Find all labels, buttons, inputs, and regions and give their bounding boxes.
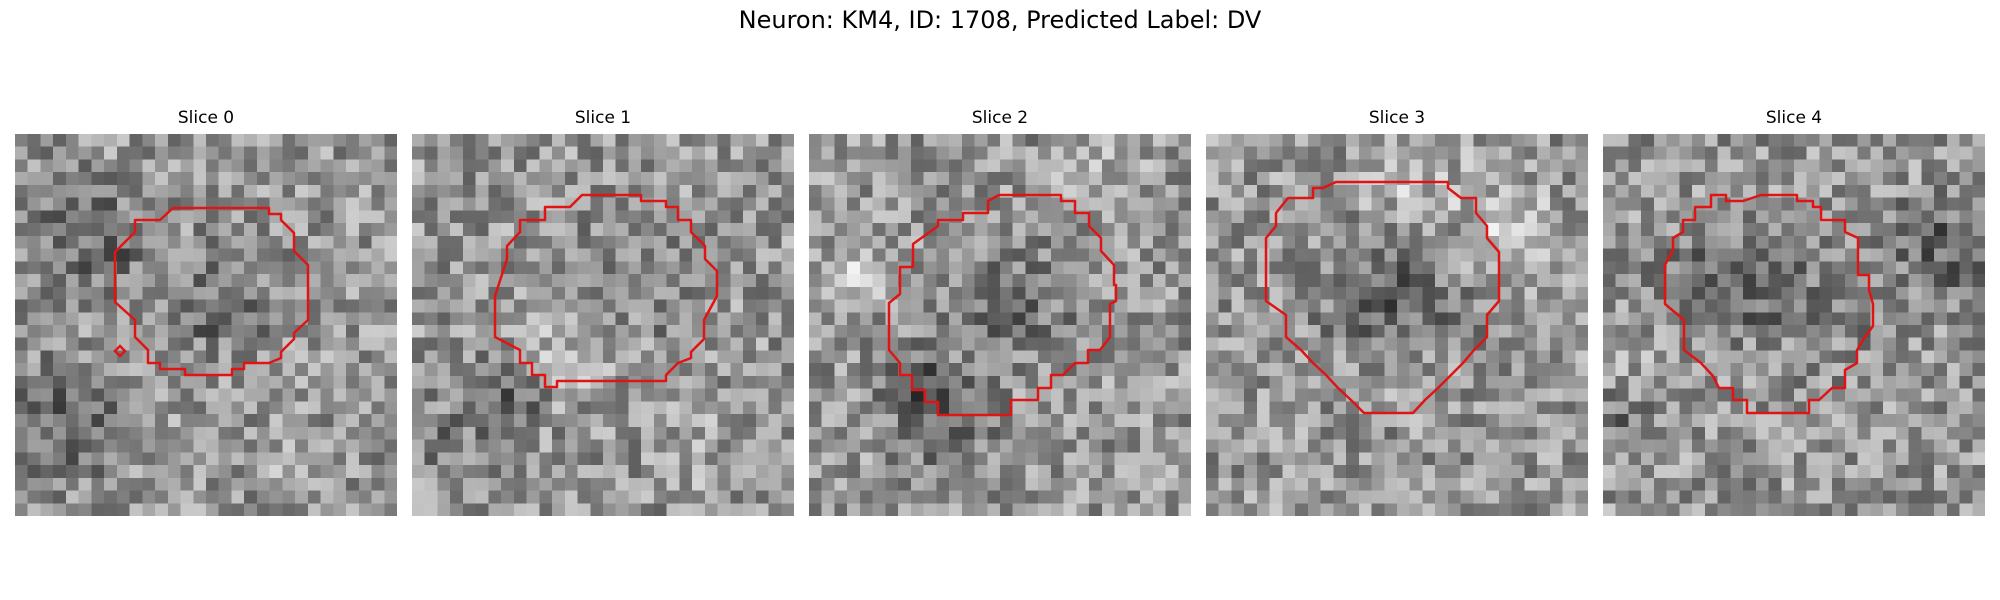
roi-contour-overlay [1264, 180, 1501, 415]
panel-title: Slice 3 [1368, 108, 1426, 128]
panel-slice-1: Slice 1 [412, 108, 794, 516]
panel-title: Slice 1 [574, 108, 632, 128]
microscopy-frame [1603, 134, 1985, 516]
roi-contour [493, 193, 719, 389]
roi-contour-overlay [887, 193, 1118, 417]
grayscale-slice-image [15, 134, 397, 516]
microscopy-frame [1206, 134, 1588, 516]
microscopy-frame [412, 134, 794, 516]
grayscale-slice-image [1206, 134, 1588, 516]
figure-title: Neuron: KM4, ID: 1708, Predicted Label: … [738, 6, 1262, 34]
grayscale-slice-image [1603, 134, 1985, 516]
roi-contour-overlay [1663, 193, 1875, 415]
panel-slice-4: Slice 4 [1603, 108, 1985, 516]
panel-slice-2: Slice 2 [809, 108, 1191, 516]
microscopy-frame [809, 134, 1191, 516]
roi-contour [1264, 180, 1501, 415]
grayscale-slice-image [412, 134, 794, 516]
roi-contour [887, 193, 1118, 417]
roi-contour-overlay [113, 206, 310, 377]
roi-contour-fragment [113, 344, 127, 358]
panel-title: Slice 4 [1765, 108, 1823, 128]
roi-contour [1663, 193, 1875, 415]
roi-contour [113, 206, 310, 377]
panel-title: Slice 2 [971, 108, 1029, 128]
microscopy-frame [15, 134, 397, 516]
panel-title: Slice 0 [177, 108, 235, 128]
grayscale-slice-image [809, 134, 1191, 516]
roi-contour-overlay [493, 193, 719, 389]
panel-slice-0: Slice 0 [15, 108, 397, 516]
panel-slice-3: Slice 3 [1206, 108, 1588, 516]
